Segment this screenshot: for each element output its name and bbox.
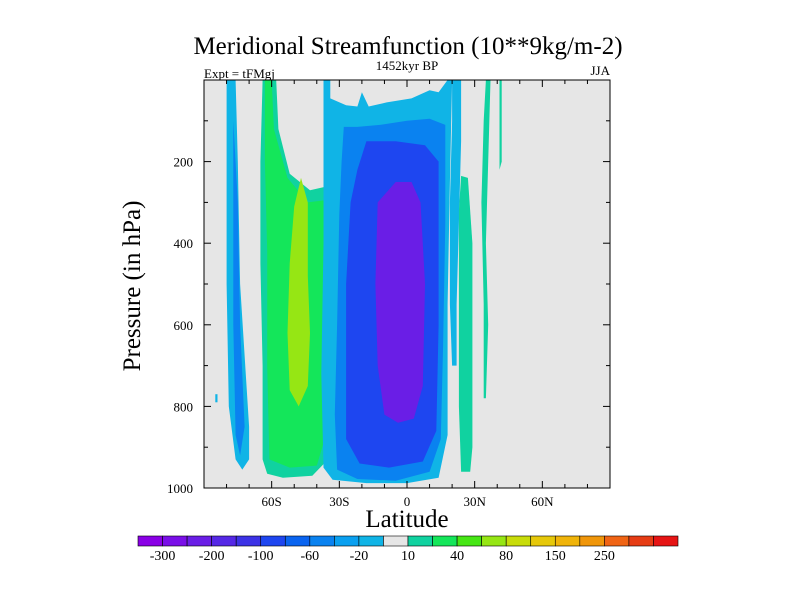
y-tick-label: 1000 (167, 481, 193, 496)
colorbar-swatch (383, 535, 409, 547)
colorbar-tick-label: 10 (401, 549, 415, 564)
colorbar-swatch (284, 535, 311, 547)
contour-region-8 (375, 182, 425, 423)
y-axis: 200 400 600 800 1000 (167, 120, 610, 496)
colorbar-swatch (309, 535, 335, 547)
y-tick-label: 600 (174, 318, 194, 333)
x-tick-label: 0 (404, 494, 411, 509)
x-tick-label: 30S (329, 494, 349, 509)
colorbar-tick-label: 40 (450, 549, 464, 564)
colorbar-tick-label: -20 (350, 549, 369, 564)
colorbar-tick-label: -100 (248, 549, 274, 564)
colorbar-swatch (628, 535, 654, 547)
colorbar-tick-label: -300 (150, 549, 176, 564)
x-tick-label: 60S (262, 494, 282, 509)
colorbar-swatch (334, 535, 360, 547)
colorbar-swatch (456, 535, 482, 547)
contour-regions (215, 80, 502, 484)
colorbar-swatch (407, 535, 433, 547)
time-label: 1452kyr BP (376, 58, 438, 73)
colorbar-swatch (137, 535, 163, 547)
season-label: JJA (590, 63, 610, 78)
colorbar-swatch (481, 535, 507, 547)
y-tick-label: 200 (174, 155, 194, 170)
colorbar-swatch (358, 535, 384, 547)
chart-title: Meridional Streamfunction (10**9kg/m-2) (193, 33, 622, 60)
colorbar-swatch (653, 535, 679, 547)
contour-region-4 (287, 177, 310, 407)
colorbar-swatch (235, 535, 262, 547)
contour-region-12 (499, 80, 502, 170)
colorbar-swatch (186, 535, 212, 547)
x-axis: 60S 30S 0 30N 60N (226, 80, 588, 509)
colorbar-swatch (211, 535, 237, 547)
colorbar-swatch (530, 535, 556, 547)
contour-region-13 (215, 394, 218, 403)
colorbar-tick-label: -60 (300, 549, 319, 564)
y-tick-label: 800 (174, 399, 194, 414)
y-axis-label: Pressure (in hPa) (119, 201, 146, 372)
x-tick-label: 60N (531, 494, 554, 509)
colorbar-swatch (554, 535, 581, 547)
colorbar-tick-label: 250 (594, 549, 615, 564)
contour-region-10 (458, 175, 473, 472)
colorbar-swatch (162, 535, 188, 547)
colorbar-swatch (604, 535, 630, 547)
colorbar-tick-label: -200 (199, 549, 225, 564)
colorbar-swatch (260, 535, 286, 547)
x-axis-label: Latitude (365, 506, 448, 533)
y-tick-label: 400 (174, 236, 194, 251)
contour-region-9 (449, 80, 462, 366)
colorbar-swatch (505, 535, 532, 547)
colorbar-swatch (432, 535, 458, 547)
colorbar-tick-label: 150 (545, 549, 566, 564)
x-tick-label: 30N (463, 494, 486, 509)
colorbar-swatch (579, 535, 605, 547)
contour-region-1 (233, 120, 245, 456)
contour-region-11 (481, 80, 491, 399)
experiment-label: Expt = tFMgj (204, 66, 275, 81)
colorbar: -300 -200 -100 -60 -20 10 40 80 150 250 (137, 535, 679, 564)
colorbar-tick-label: 80 (499, 549, 513, 564)
